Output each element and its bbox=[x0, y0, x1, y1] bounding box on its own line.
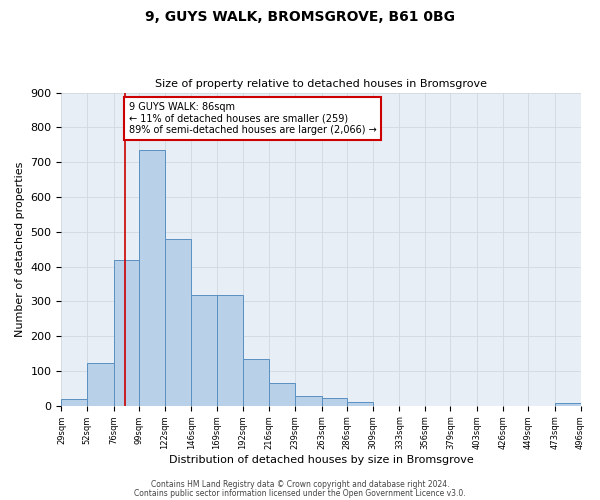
Title: Size of property relative to detached houses in Bromsgrove: Size of property relative to detached ho… bbox=[155, 79, 487, 89]
Text: Contains public sector information licensed under the Open Government Licence v3: Contains public sector information licen… bbox=[134, 488, 466, 498]
Bar bbox=[269, 383, 295, 406]
Bar bbox=[295, 396, 322, 406]
Bar bbox=[242, 360, 269, 406]
Bar bbox=[217, 295, 242, 406]
Bar bbox=[61, 399, 87, 406]
Bar bbox=[322, 398, 347, 406]
Bar bbox=[113, 260, 139, 406]
Text: 9 GUYS WALK: 86sqm
← 11% of detached houses are smaller (259)
89% of semi-detach: 9 GUYS WALK: 86sqm ← 11% of detached hou… bbox=[129, 102, 377, 135]
Y-axis label: Number of detached properties: Number of detached properties bbox=[15, 162, 25, 337]
Bar bbox=[87, 364, 113, 406]
X-axis label: Distribution of detached houses by size in Bromsgrove: Distribution of detached houses by size … bbox=[169, 455, 473, 465]
Bar bbox=[165, 238, 191, 406]
Text: Contains HM Land Registry data © Crown copyright and database right 2024.: Contains HM Land Registry data © Crown c… bbox=[151, 480, 449, 489]
Bar bbox=[191, 295, 217, 406]
Text: 9, GUYS WALK, BROMSGROVE, B61 0BG: 9, GUYS WALK, BROMSGROVE, B61 0BG bbox=[145, 10, 455, 24]
Bar bbox=[555, 403, 581, 406]
Bar bbox=[139, 150, 165, 406]
Bar bbox=[347, 402, 373, 406]
